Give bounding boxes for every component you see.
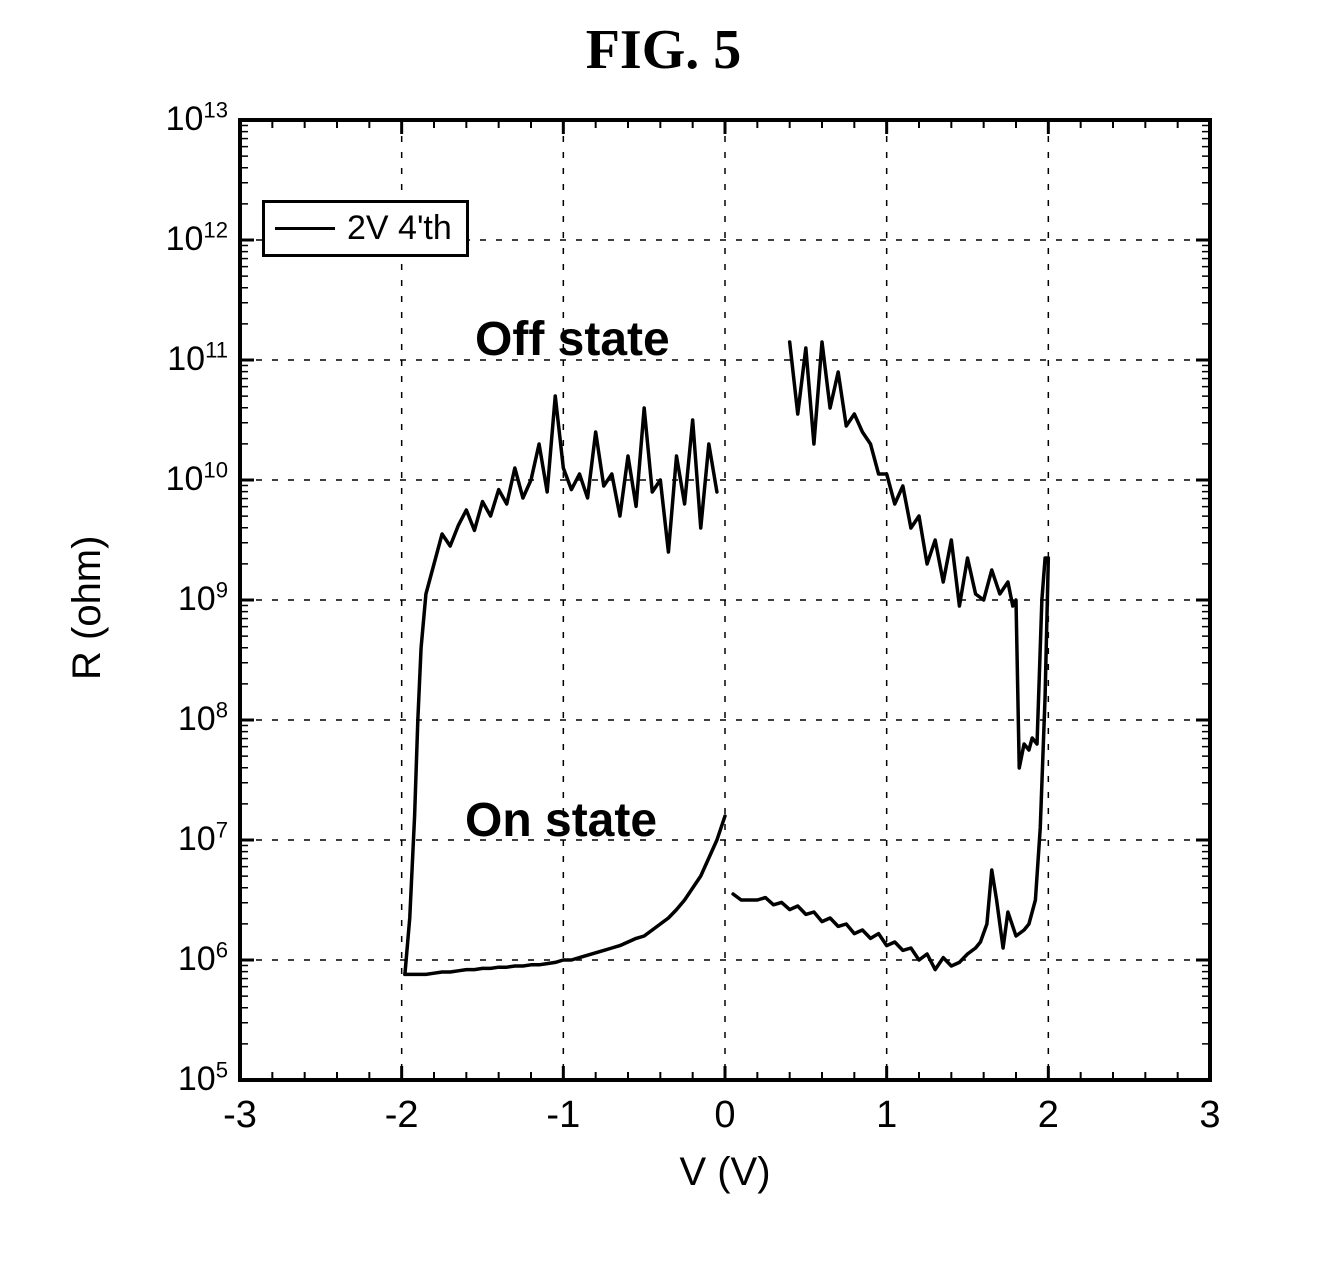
- x-tick-label: 3: [1180, 1094, 1240, 1137]
- y-tick-label: 108: [178, 700, 228, 739]
- legend-label: 2V 4'th: [347, 209, 452, 248]
- y-axis-label: R (ohm): [65, 536, 110, 680]
- x-tick-label: -3: [210, 1094, 270, 1137]
- legend: 2V 4'th: [262, 200, 469, 257]
- y-tick-label: 1010: [166, 460, 228, 499]
- chart-container: R (ohm) V (V) 2V 4'th Off stateOn state …: [0, 0, 1327, 1275]
- x-tick-label: 0: [695, 1094, 755, 1137]
- x-axis-label: V (V): [645, 1150, 805, 1195]
- page-root: FIG. 5 R (ohm) V (V) 2V 4'th Off stateOn…: [0, 0, 1327, 1275]
- y-tick-label: 1013: [166, 100, 228, 139]
- x-tick-label: -2: [372, 1094, 432, 1137]
- y-tick-label: 105: [178, 1060, 228, 1099]
- y-tick-label: 109: [178, 580, 228, 619]
- y-tick-label: 1011: [167, 340, 228, 379]
- y-tick-label: 1012: [166, 220, 228, 259]
- x-tick-label: 2: [1018, 1094, 1078, 1137]
- legend-line-icon: [275, 227, 335, 230]
- x-tick-label: -1: [533, 1094, 593, 1137]
- y-tick-label: 106: [178, 940, 228, 979]
- y-tick-label: 107: [178, 820, 228, 859]
- x-tick-label: 1: [857, 1094, 917, 1137]
- chart-annotation: Off state: [475, 312, 670, 367]
- chart-annotation: On state: [465, 793, 657, 848]
